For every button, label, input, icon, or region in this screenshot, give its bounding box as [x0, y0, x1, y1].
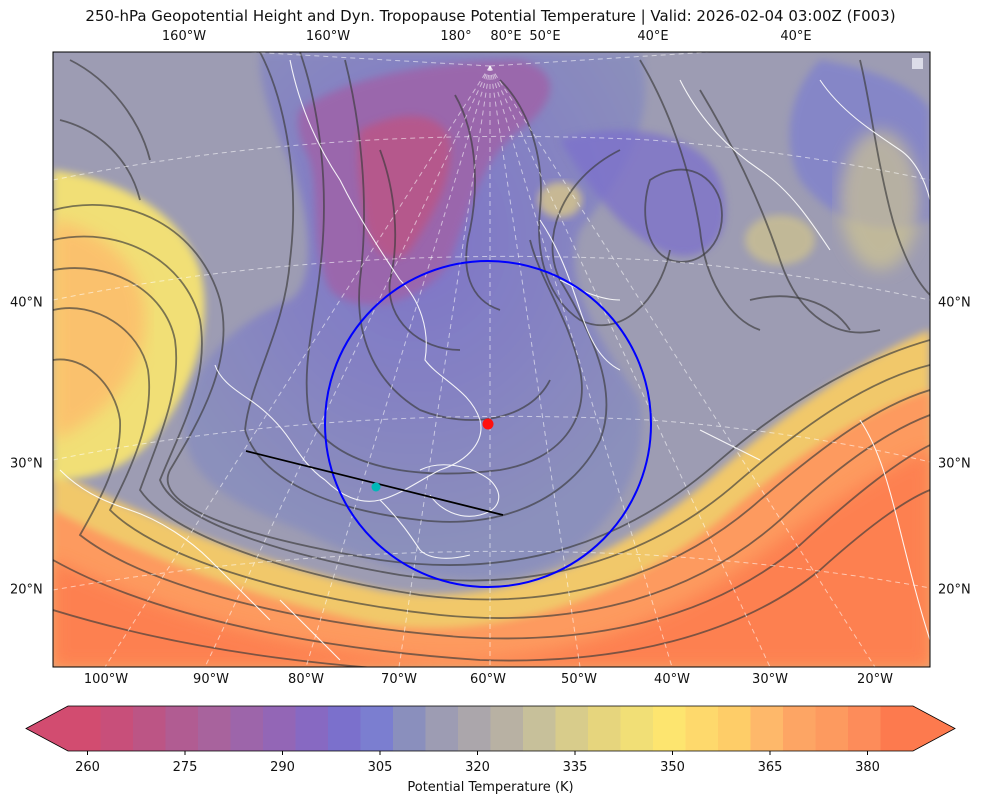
colorbar-segment — [295, 706, 329, 751]
colorbar-tick-label: 320 — [465, 760, 490, 775]
bottom-lon-label: 20°W — [857, 672, 893, 687]
colorbar-segment — [815, 706, 849, 751]
colorbar-segment — [458, 706, 492, 751]
colorbar-segment — [198, 706, 232, 751]
top-lon-label: 40°E — [637, 29, 669, 44]
coastlines — [59, 59, 930, 661]
map-panel — [53, 52, 930, 667]
colorbar-segment — [653, 706, 687, 751]
colorbar-outline — [25, 705, 956, 752]
right-lat-label: 20°N — [938, 582, 971, 598]
left-lat-label: 30°N — [10, 456, 43, 472]
colorbar-segment — [620, 706, 654, 751]
top-lon-label: 50°E — [529, 29, 561, 44]
colorbar-segment — [783, 706, 817, 751]
center-marker — [482, 418, 494, 430]
endpoint-marker — [371, 482, 381, 492]
left-lat-label: 40°N — [10, 295, 43, 311]
left-lat-label: 20°N — [10, 582, 43, 598]
colorbar-segment — [588, 706, 622, 751]
right-lat-label: 40°N — [938, 295, 971, 311]
colorbar-title: Potential Temperature (K) — [407, 780, 574, 795]
colorbar-segment — [880, 706, 914, 751]
cold-trough — [184, 52, 646, 579]
colorbar-segment — [230, 706, 264, 751]
colorbar-tick-label: 275 — [172, 760, 198, 775]
bottom-lon-label: 50°W — [561, 672, 597, 687]
colorbar-segment — [263, 706, 297, 751]
colorbar-segment — [393, 706, 427, 751]
colorbar-extend-high — [913, 706, 955, 751]
colorbar-tick-label: 365 — [757, 760, 783, 775]
colorbar-segment — [555, 706, 589, 751]
bottom-lon-label: 60°W — [470, 672, 506, 687]
map-title: 250-hPa Geopotential Height and Dyn. Tro… — [85, 7, 896, 25]
colorbar — [25, 705, 956, 755]
colorbar-segment — [490, 706, 524, 751]
colorbar-segment — [133, 706, 167, 751]
top-lon-label: 40°E — [780, 29, 812, 44]
colorbar-segment — [100, 706, 134, 751]
bottom-lon-label: 70°W — [381, 672, 417, 687]
colorbar-tick-label: 380 — [855, 760, 880, 775]
colorbar-segment — [848, 706, 882, 751]
right-lat-label: 30°N — [938, 456, 971, 472]
bottom-lon-label: 90°W — [193, 672, 229, 687]
colorbar-tick-label: 350 — [660, 760, 685, 775]
height-contours — [53, 52, 930, 667]
colorbar-segment — [750, 706, 784, 751]
colorbar-tick-label: 290 — [270, 760, 295, 775]
bottom-lon-label: 100°W — [83, 672, 129, 687]
bottom-lon-label: 40°W — [654, 672, 690, 687]
top-lon-label: 180° — [440, 29, 472, 44]
colorbar-segment — [68, 706, 102, 751]
top-lon-label: 160°W — [305, 29, 351, 44]
colorbar-tick-label: 305 — [367, 760, 393, 775]
colorbar-tick-label: 260 — [75, 760, 100, 775]
colorbar-segment — [425, 706, 459, 751]
colorbar-segment — [165, 706, 199, 751]
colorbar-extend-low — [26, 706, 68, 751]
bottom-lon-label: 30°W — [752, 672, 788, 687]
top-lon-label: 80°E — [490, 29, 522, 44]
top-lon-label: 160°W — [161, 29, 207, 44]
colorbar-segment — [360, 706, 394, 751]
colorbar-segment — [685, 706, 719, 751]
bottom-lon-label: 80°W — [288, 672, 324, 687]
colorbar-tick-label: 335 — [562, 760, 588, 775]
colorbar-segment — [523, 706, 557, 751]
colorbar-segment — [718, 706, 752, 751]
analysis-circle — [324, 260, 652, 588]
colorbar-segment — [328, 706, 362, 751]
